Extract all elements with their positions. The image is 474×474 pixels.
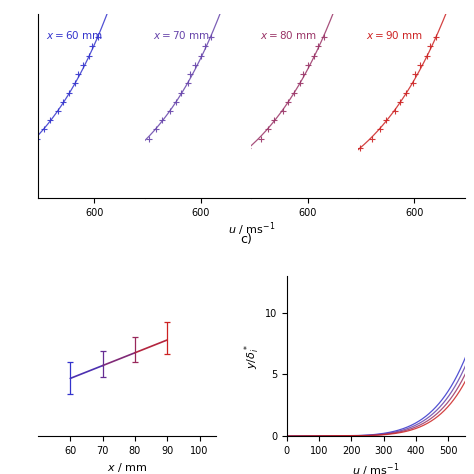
Y-axis label: $y / \delta^*_i$: $y / \delta^*_i$ [242, 343, 262, 369]
X-axis label: $u$ / ms$^{-1}$: $u$ / ms$^{-1}$ [352, 461, 399, 474]
Text: $x = 60$ mm: $x = 60$ mm [46, 29, 103, 41]
Text: $x = 80$ mm: $x = 80$ mm [260, 29, 317, 41]
X-axis label: $x$ / mm: $x$ / mm [107, 461, 147, 474]
Text: $x = 90$ mm: $x = 90$ mm [366, 29, 423, 41]
Text: $x = 70$ mm: $x = 70$ mm [153, 29, 210, 41]
Text: c): c) [240, 233, 253, 246]
Text: $u$ / ms$^{-1}$: $u$ / ms$^{-1}$ [228, 220, 275, 238]
